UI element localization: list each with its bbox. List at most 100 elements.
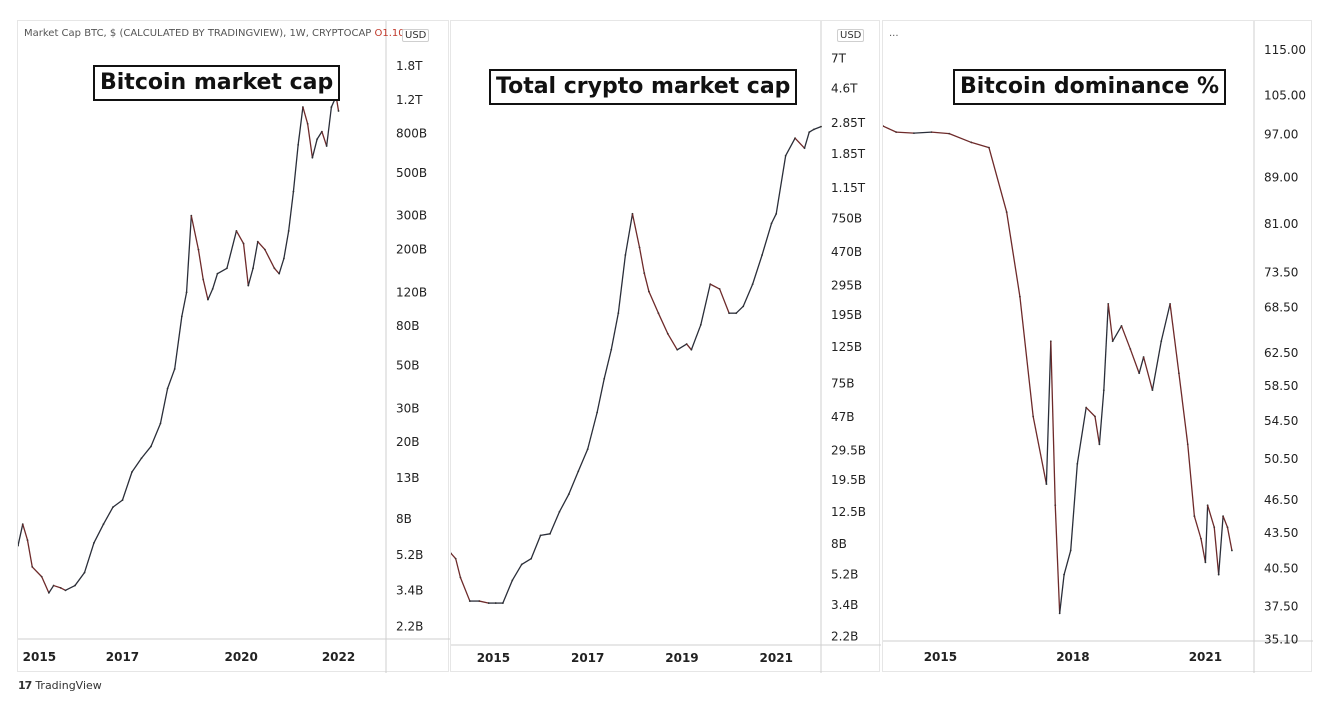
y-tick-label: 750B [831,211,862,225]
chart-header: ... [889,28,899,39]
x-tick-label: 2018 [1056,650,1089,664]
series-segment [1054,505,1061,614]
series-segment [808,128,815,133]
series-segment [22,523,29,541]
x-tick-label: 2021 [1189,650,1222,664]
series-segment [1142,356,1154,391]
y-tick-label: 54.50 [1264,414,1298,428]
x-tick-label: 2019 [665,651,698,665]
series-segment [648,291,659,314]
x-tick-label: 2017 [106,650,139,664]
series-segment [83,542,95,573]
series-segment [112,499,123,508]
series-segment [577,448,589,472]
y-tick-label: 7T [831,51,847,65]
series-segment [292,144,299,192]
series-segment [1213,527,1220,575]
chart-svg-bitcoin-market-cap: 1.8T 1.2T 800B 500B 300B 200B 120B 80B 50B 30B 20B… [18,21,450,673]
series-segment [785,137,796,157]
series-segment [775,155,787,214]
y-tick-label: 62.50 [1264,346,1298,360]
series-segment [502,580,513,604]
series-segment [53,584,61,589]
chart-svg-total-crypto-market-cap: 7T 4.6T 2.85T 1.85T 1.15T 750B 470B 295B 195B 125… [451,21,881,673]
x-tick-label: 2021 [760,651,793,665]
data-point [820,125,822,128]
series-segment [321,131,328,147]
chart-title: Total crypto market cap [489,69,798,105]
series-segment [48,585,55,594]
series-segment [1218,516,1224,575]
y-tick-label: 2.2B [831,629,858,643]
price-series [451,125,822,604]
series-segment [131,457,142,473]
series-segment [479,600,489,604]
series-segment [1085,407,1096,417]
series-segment [18,524,24,546]
y-tick-label: 300B [396,209,427,223]
y-tick-label: 2.2B [396,620,423,634]
series-segment [93,523,105,544]
tradingview-footer[interactable]: 17 TradingView [18,679,102,692]
series-segment [190,215,200,250]
series-segment [1107,303,1114,342]
series-segment [540,533,551,537]
y-tick-label: 120B [396,285,427,299]
y-tick-label: 75B [831,376,855,390]
series-segment [1151,341,1162,391]
series-segment [283,230,290,259]
y-tick-label: 40.50 [1264,562,1298,576]
series-segment [770,213,777,224]
y-tick-label: 68.50 [1264,300,1298,314]
series-segment [1032,416,1048,485]
series-segment [1187,444,1196,517]
series-segment [316,131,323,140]
series-segment [121,471,133,501]
series-segment [686,343,692,351]
series-segment [455,558,462,578]
series-segment [1129,348,1140,374]
y-tick-label: 1.8T [396,59,423,73]
y-tick-label: 105.00 [1264,88,1306,102]
series-segment [1094,416,1101,445]
series-segment [451,552,457,560]
y-tick-label: 1.15T [831,181,866,195]
y-tick-label: 200B [396,243,427,257]
y-tick-label: 97.00 [1264,128,1298,142]
x-tick-label: 2015 [477,651,510,665]
series-segment [1019,296,1034,417]
data-point [337,110,340,112]
chart-svg-bitcoin-dominance: 115.00 105.00 97.00 89.00 81.00 73.50 68.50 62.… [883,21,1313,673]
y-tick-label: 73.50 [1264,265,1298,279]
series-segment [197,249,204,280]
series-segment [459,577,471,602]
series-segment [913,131,932,134]
currency-badge[interactable]: USD [402,29,430,42]
series-segment [311,138,318,158]
y-tick-label: 195B [831,308,862,322]
series-segment [41,576,50,594]
series-segment [242,243,249,286]
y-tick-label: 500B [396,166,427,180]
series-segment [667,333,678,351]
series-segment [719,288,730,314]
series-segment [273,267,280,275]
y-tick-label: 470B [831,245,862,259]
series-segment [530,535,542,559]
currency-badge[interactable]: USD [837,29,865,42]
y-tick-label: 3.4B [396,583,423,597]
tradingview-logo-icon: 17 [18,679,32,692]
brand-name: TradingView [35,679,102,692]
y-tick-label: 50.50 [1264,452,1298,466]
series-segment [794,137,805,149]
series-segment [226,230,238,269]
series-segment [1050,341,1056,506]
series-segment [166,368,176,389]
series-segment [150,423,162,447]
series-segment [1112,325,1123,342]
series-segment [217,267,228,275]
series-segment [676,343,688,351]
series-segment [159,388,169,424]
y-tick-label: 30B [396,401,420,415]
series-segment [1070,463,1078,551]
